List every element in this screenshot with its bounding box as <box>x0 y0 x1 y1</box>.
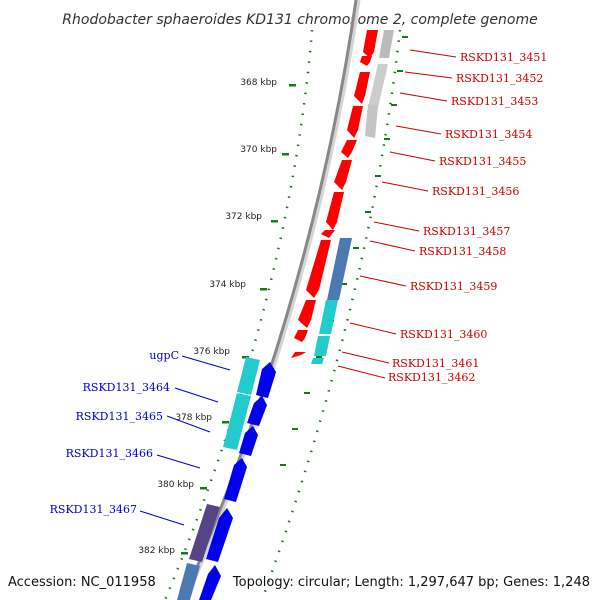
gene-label-rskd131-3456[interactable]: RSKD131_3456 <box>432 185 519 198</box>
gene-arrow[interactable] <box>354 72 370 104</box>
gene-label-rskd131-3466[interactable]: RSKD131_3466 <box>66 447 153 460</box>
gene-label-rskd131-3453[interactable]: RSKD131_3453 <box>451 95 538 108</box>
forward-leader-lines <box>337 49 457 379</box>
tick-labels: 368 kbp 370 kbp 372 kbp 374 kbp 376 kbp … <box>138 78 277 556</box>
gene-label-rskd131-3462[interactable]: RSKD131_3462 <box>388 371 475 384</box>
tick-label: 370 kbp <box>240 145 277 155</box>
gene-label-rskd131-3459[interactable]: RSKD131_3459 <box>410 280 497 293</box>
reverse-leader-lines <box>139 355 231 526</box>
gene-arrow[interactable] <box>206 508 233 562</box>
feature-block[interactable] <box>367 64 388 112</box>
gene-label-rskd131-3452[interactable]: RSKD131_3452 <box>456 72 543 85</box>
reverse-strand-features <box>177 357 276 600</box>
gene-label-rskd131-3457[interactable]: RSKD131_3457 <box>423 225 510 238</box>
gene-label-rskd131-3467[interactable]: RSKD131_3467 <box>50 503 137 516</box>
tick-label: 374 kbp <box>209 280 246 290</box>
gene-label-rskd131-3454[interactable]: RSKD131_3454 <box>445 128 532 141</box>
gene-arrow[interactable] <box>199 565 221 600</box>
gene-label-rskd131-3460[interactable]: RSKD131_3460 <box>400 328 487 341</box>
ring-dashes <box>280 36 408 466</box>
genome-summary-text: Topology: circular; Length: 1,297,647 bp… <box>232 575 590 590</box>
gene-arrow[interactable] <box>239 426 258 456</box>
tick-label: 372 kbp <box>225 212 262 222</box>
feature-block[interactable] <box>223 393 251 450</box>
gene-arrow[interactable] <box>334 160 352 190</box>
gene-arrow[interactable] <box>294 330 308 342</box>
forward-strand-features <box>291 30 378 358</box>
gene-arrow[interactable] <box>321 230 335 238</box>
feature-block[interactable] <box>365 104 378 138</box>
feature-block[interactable] <box>237 357 260 395</box>
tick-marks <box>181 84 296 555</box>
feature-block[interactable] <box>379 30 394 58</box>
gene-label-rskd131-3465[interactable]: RSKD131_3465 <box>76 410 163 423</box>
feature-block[interactable] <box>177 563 200 600</box>
gene-label-rskd131-3451[interactable]: RSKD131_3451 <box>460 51 547 64</box>
map-title: Rhodobacter sphaeroides KD131 chromosome… <box>62 12 537 28</box>
gene-label-rskd131-3455[interactable]: RSKD131_3455 <box>439 155 526 168</box>
backbone-shadow <box>182 0 361 600</box>
tick-label: 378 kbp <box>175 413 212 423</box>
feature-block[interactable] <box>314 336 330 356</box>
gene-arrow[interactable] <box>256 362 276 398</box>
gene-arrow[interactable] <box>306 240 331 298</box>
feature-block[interactable] <box>311 358 324 364</box>
tick-label: 368 kbp <box>240 78 277 88</box>
forward-strand-other-features <box>311 30 394 364</box>
feature-block[interactable] <box>327 238 352 300</box>
forward-gene-labels: RSKD131_3451 RSKD131_3452 RSKD131_3453 R… <box>388 51 547 384</box>
accession-text: Accession: NC_011958 <box>8 575 156 590</box>
gene-arrow[interactable] <box>363 30 378 58</box>
gene-label-rskd131-3464[interactable]: RSKD131_3464 <box>83 381 170 394</box>
gene-arrow[interactable] <box>298 300 316 328</box>
gene-arrow[interactable] <box>360 56 372 66</box>
gene-label-rskd131-3461[interactable]: RSKD131_3461 <box>392 357 479 370</box>
feature-block[interactable] <box>319 300 338 334</box>
gene-arrow[interactable] <box>291 352 306 358</box>
gene-label-ugpc[interactable]: ugpC <box>149 349 179 362</box>
tick-label: 376 kbp <box>193 347 230 357</box>
gene-label-rskd131-3458[interactable]: RSKD131_3458 <box>419 245 506 258</box>
gene-arrow[interactable] <box>341 140 357 158</box>
gene-arrow[interactable] <box>347 106 363 138</box>
gene-arrow[interactable] <box>224 458 247 502</box>
backbone <box>181 0 358 600</box>
gene-arrow[interactable] <box>247 396 267 426</box>
tick-label: 382 kbp <box>138 546 175 556</box>
gene-arrow[interactable] <box>326 192 344 230</box>
tick-label: 380 kbp <box>157 480 194 490</box>
feature-block[interactable] <box>189 504 220 562</box>
reverse-gene-labels: ugpC RSKD131_3464 RSKD131_3465 RSKD131_3… <box>50 349 179 516</box>
